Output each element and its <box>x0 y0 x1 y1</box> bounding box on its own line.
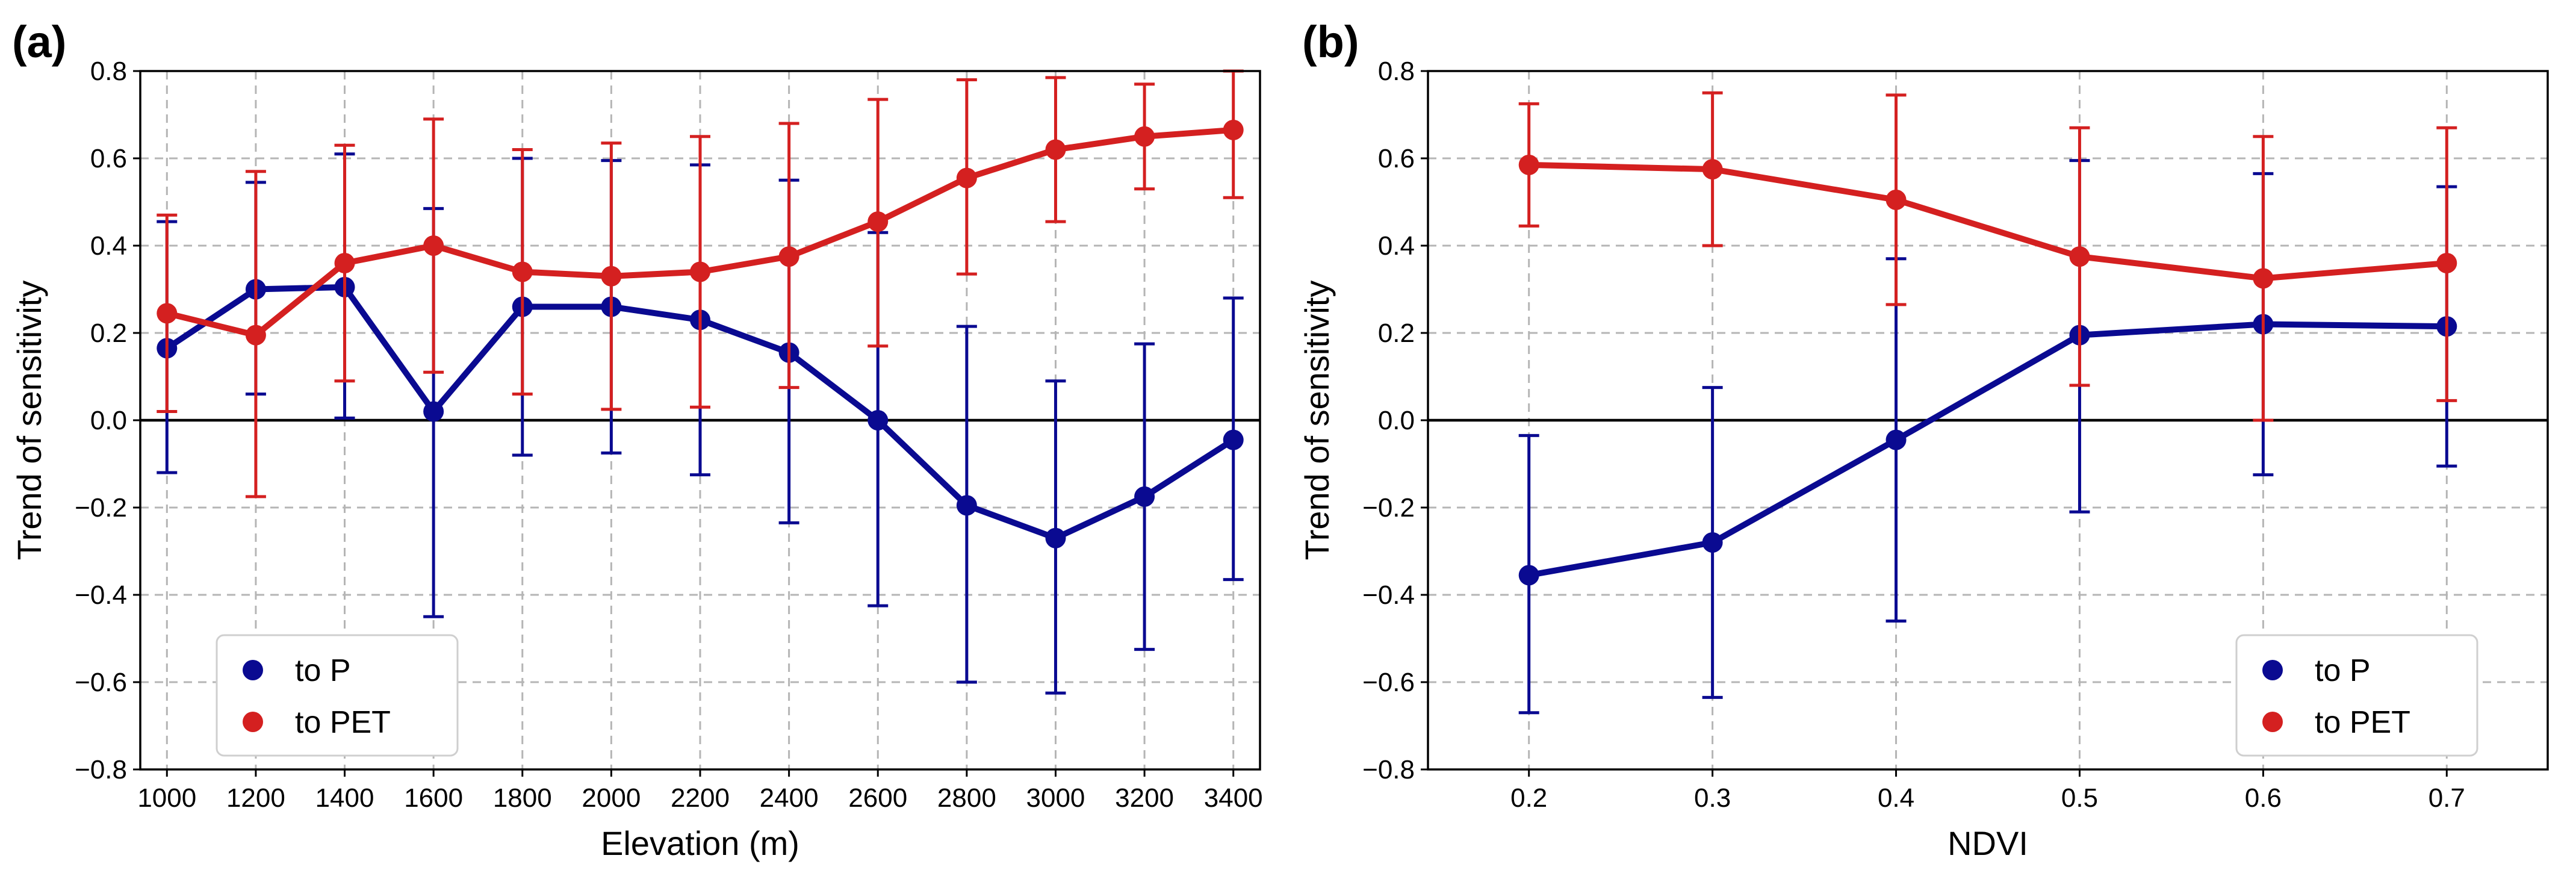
y-tick-label: −0.2 <box>75 493 127 523</box>
legend-marker <box>2262 712 2283 732</box>
x-tick-label: 0.4 <box>1878 783 1914 813</box>
x-tick-label: 2800 <box>937 783 996 813</box>
data-point <box>1134 486 1155 507</box>
y-tick-label: −0.8 <box>1362 755 1415 784</box>
data-point <box>1223 429 1244 450</box>
data-point <box>601 266 622 287</box>
data-point <box>867 211 889 232</box>
y-tick-label: 0.2 <box>90 318 127 348</box>
data-point <box>512 261 533 282</box>
chart-panel-a: −0.8 −0.6 −0.4 −0.2 0.0 0.2 0.4 0.6 0.8 1000 1200 1… <box>10 17 1263 862</box>
legend-marker <box>243 660 263 680</box>
legend-box <box>216 634 459 757</box>
y-tick-label: −0.4 <box>1362 580 1415 610</box>
data-point <box>867 410 889 430</box>
x-tick-label: 2200 <box>671 783 730 813</box>
data-point <box>1885 189 1907 210</box>
x-tick-label: 1400 <box>315 783 374 813</box>
plot-frame <box>1427 70 2549 771</box>
data-point <box>2253 268 2274 289</box>
data-point <box>1702 532 1723 553</box>
y-tick-label: −0.8 <box>75 755 127 784</box>
series-line <box>1525 161 2450 282</box>
data-point <box>423 401 444 422</box>
y-tick-label: −0.6 <box>1362 668 1415 697</box>
x-tick-label: 0.6 <box>2245 783 2282 813</box>
data-point <box>334 253 355 273</box>
y-tick-label: −0.2 <box>1362 493 1415 523</box>
x-tick-label: 0.2 <box>1510 783 1547 813</box>
y-tick-label: −0.4 <box>75 580 127 610</box>
y-tick-label: 0.8 <box>1378 57 1415 86</box>
legend: to P to PET <box>2235 634 2478 757</box>
x-tick-label: 2400 <box>760 783 819 813</box>
y-tick-label: 0.4 <box>90 231 127 261</box>
chart-panel-b: −0.8 −0.6 −0.4 −0.2 0.0 0.2 0.4 0.6 0.8 0.2 0.3 0.4… <box>1298 17 2549 862</box>
data-point <box>1223 119 1244 140</box>
x-tick-label: 0.3 <box>1694 783 1731 813</box>
x-axis-label: Elevation (m) <box>601 824 799 862</box>
y-axis-label: Trend of sensitivity <box>1298 281 1336 561</box>
data-point <box>1045 139 1066 160</box>
x-tick-label: 1200 <box>226 783 285 813</box>
data-point <box>1134 126 1155 147</box>
x-tick-label: 3400 <box>1204 783 1263 813</box>
legend-marker <box>2262 660 2283 680</box>
y-tick-label: 0.0 <box>1378 406 1415 435</box>
x-tick-label: 1000 <box>137 783 196 813</box>
y-tick-label: −0.6 <box>75 668 127 697</box>
data-point <box>956 495 977 516</box>
series-pet <box>1518 91 2457 422</box>
legend-marker <box>243 712 263 732</box>
data-point <box>423 235 444 256</box>
data-point <box>1702 159 1723 180</box>
y-tick-label: 0.6 <box>90 144 127 173</box>
data-point <box>1885 429 1907 450</box>
legend-label: to PET <box>2315 705 2410 740</box>
y-tick-label: 0.6 <box>1378 144 1415 173</box>
data-point <box>157 303 178 324</box>
x-tick-label: 2000 <box>582 783 641 813</box>
data-point <box>245 325 266 346</box>
data-point <box>778 246 799 267</box>
data-point <box>1045 527 1066 548</box>
data-point <box>2069 246 2090 267</box>
legend-label: to P <box>2315 653 2371 688</box>
data-point <box>1518 154 1539 175</box>
y-tick-label: 0.4 <box>1378 231 1415 261</box>
legend-label: to PET <box>295 705 391 740</box>
y-tick-label: 0.0 <box>90 406 127 435</box>
plot-frame <box>139 70 1261 771</box>
x-tick-label: 1800 <box>493 783 552 813</box>
data-point <box>1518 565 1539 586</box>
x-axis-label: NDVI <box>1948 824 2028 862</box>
panel-label: (a) <box>12 17 66 67</box>
data-point <box>956 167 977 188</box>
legend-label: to P <box>295 653 351 688</box>
x-tick-label: 3000 <box>1026 783 1085 813</box>
x-tick-label: 0.5 <box>2061 783 2098 813</box>
series-pet <box>157 69 1244 499</box>
series-line <box>1525 321 2450 579</box>
legend-box <box>2235 634 2478 757</box>
data-point <box>690 261 710 282</box>
data-point <box>2436 253 2457 273</box>
legend: to P to PET <box>216 634 459 757</box>
panel-label: (b) <box>1302 17 1359 67</box>
y-axis-label: Trend of sensitivity <box>10 281 48 561</box>
x-tick-label: 1600 <box>404 783 463 813</box>
x-tick-label: 2600 <box>848 783 907 813</box>
y-tick-label: 0.8 <box>90 57 127 86</box>
x-tick-label: 0.7 <box>2429 783 2465 813</box>
y-tick-label: 0.2 <box>1378 318 1415 348</box>
x-tick-label: 3200 <box>1115 783 1174 813</box>
